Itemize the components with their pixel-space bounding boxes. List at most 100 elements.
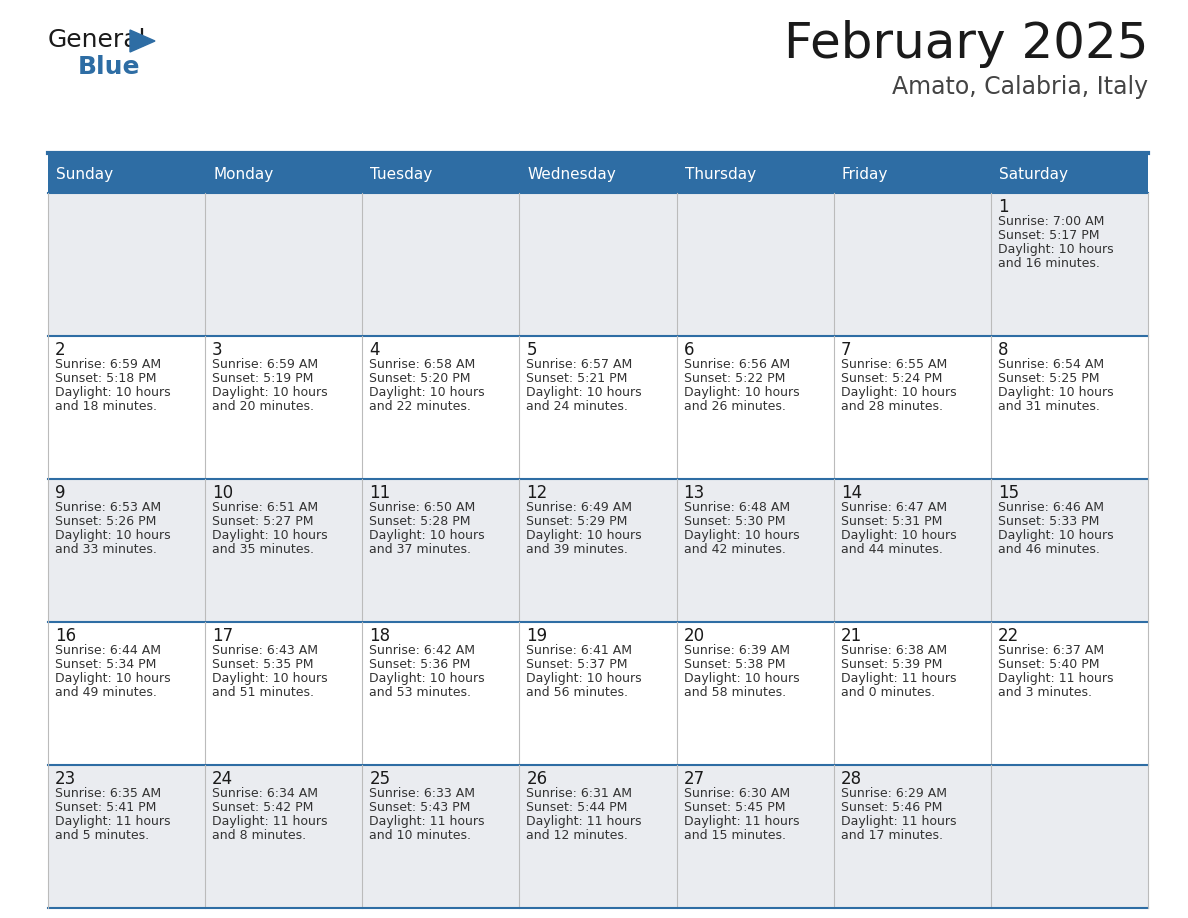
Text: 10: 10 bbox=[213, 484, 233, 502]
Bar bbox=[48, 479, 1148, 622]
Text: Sunrise: 6:49 AM: Sunrise: 6:49 AM bbox=[526, 501, 632, 514]
Text: and 12 minutes.: and 12 minutes. bbox=[526, 829, 628, 842]
Text: 9: 9 bbox=[55, 484, 65, 502]
Text: Wednesday: Wednesday bbox=[527, 166, 617, 182]
Text: 19: 19 bbox=[526, 627, 548, 645]
Text: Daylight: 10 hours: Daylight: 10 hours bbox=[998, 386, 1113, 399]
Text: Daylight: 11 hours: Daylight: 11 hours bbox=[213, 815, 328, 828]
Text: Sunrise: 6:57 AM: Sunrise: 6:57 AM bbox=[526, 358, 633, 371]
Text: and 33 minutes.: and 33 minutes. bbox=[55, 543, 157, 556]
Text: Sunset: 5:25 PM: Sunset: 5:25 PM bbox=[998, 372, 1099, 385]
Text: Sunrise: 6:29 AM: Sunrise: 6:29 AM bbox=[841, 787, 947, 800]
Bar bbox=[48, 765, 1148, 908]
Text: Daylight: 10 hours: Daylight: 10 hours bbox=[841, 529, 956, 542]
Text: 8: 8 bbox=[998, 341, 1009, 359]
Text: and 18 minutes.: and 18 minutes. bbox=[55, 400, 157, 413]
Text: Sunset: 5:20 PM: Sunset: 5:20 PM bbox=[369, 372, 470, 385]
Bar bbox=[48, 193, 1148, 336]
Text: Daylight: 10 hours: Daylight: 10 hours bbox=[369, 386, 485, 399]
Text: 26: 26 bbox=[526, 770, 548, 788]
Text: 17: 17 bbox=[213, 627, 233, 645]
Text: Daylight: 10 hours: Daylight: 10 hours bbox=[683, 529, 800, 542]
Text: and 10 minutes.: and 10 minutes. bbox=[369, 829, 472, 842]
Text: Daylight: 10 hours: Daylight: 10 hours bbox=[55, 386, 171, 399]
Text: and 8 minutes.: and 8 minutes. bbox=[213, 829, 307, 842]
Bar bbox=[48, 622, 1148, 765]
Text: Daylight: 11 hours: Daylight: 11 hours bbox=[841, 815, 956, 828]
Text: Sunrise: 6:48 AM: Sunrise: 6:48 AM bbox=[683, 501, 790, 514]
Text: and 16 minutes.: and 16 minutes. bbox=[998, 257, 1100, 270]
Text: 20: 20 bbox=[683, 627, 704, 645]
Text: Daylight: 11 hours: Daylight: 11 hours bbox=[55, 815, 171, 828]
Text: Sunset: 5:24 PM: Sunset: 5:24 PM bbox=[841, 372, 942, 385]
Text: and 37 minutes.: and 37 minutes. bbox=[369, 543, 472, 556]
Text: Sunrise: 6:33 AM: Sunrise: 6:33 AM bbox=[369, 787, 475, 800]
Text: 5: 5 bbox=[526, 341, 537, 359]
Text: Sunset: 5:36 PM: Sunset: 5:36 PM bbox=[369, 658, 470, 671]
Text: Sunrise: 6:35 AM: Sunrise: 6:35 AM bbox=[55, 787, 162, 800]
Text: 1: 1 bbox=[998, 198, 1009, 216]
Text: Daylight: 11 hours: Daylight: 11 hours bbox=[526, 815, 642, 828]
Text: and 31 minutes.: and 31 minutes. bbox=[998, 400, 1100, 413]
Bar bbox=[48, 336, 1148, 479]
Text: Sunset: 5:17 PM: Sunset: 5:17 PM bbox=[998, 229, 1099, 242]
Text: Sunset: 5:39 PM: Sunset: 5:39 PM bbox=[841, 658, 942, 671]
Text: Thursday: Thursday bbox=[684, 166, 756, 182]
Text: Sunrise: 6:56 AM: Sunrise: 6:56 AM bbox=[683, 358, 790, 371]
Text: 15: 15 bbox=[998, 484, 1019, 502]
Text: 27: 27 bbox=[683, 770, 704, 788]
Text: Sunrise: 6:34 AM: Sunrise: 6:34 AM bbox=[213, 787, 318, 800]
Text: Daylight: 10 hours: Daylight: 10 hours bbox=[526, 672, 642, 685]
Text: 14: 14 bbox=[841, 484, 861, 502]
Text: Sunday: Sunday bbox=[56, 166, 113, 182]
Text: Daylight: 10 hours: Daylight: 10 hours bbox=[369, 529, 485, 542]
Text: Sunrise: 6:54 AM: Sunrise: 6:54 AM bbox=[998, 358, 1104, 371]
Text: Daylight: 11 hours: Daylight: 11 hours bbox=[683, 815, 800, 828]
Text: Sunrise: 6:38 AM: Sunrise: 6:38 AM bbox=[841, 644, 947, 657]
Text: Monday: Monday bbox=[213, 166, 273, 182]
Text: Sunset: 5:38 PM: Sunset: 5:38 PM bbox=[683, 658, 785, 671]
Text: Sunrise: 6:51 AM: Sunrise: 6:51 AM bbox=[213, 501, 318, 514]
Text: Daylight: 11 hours: Daylight: 11 hours bbox=[369, 815, 485, 828]
Text: Sunrise: 6:41 AM: Sunrise: 6:41 AM bbox=[526, 644, 632, 657]
Text: Sunrise: 6:39 AM: Sunrise: 6:39 AM bbox=[683, 644, 790, 657]
Text: and 53 minutes.: and 53 minutes. bbox=[369, 686, 472, 699]
Text: and 24 minutes.: and 24 minutes. bbox=[526, 400, 628, 413]
Text: Sunrise: 6:44 AM: Sunrise: 6:44 AM bbox=[55, 644, 162, 657]
Text: Sunset: 5:45 PM: Sunset: 5:45 PM bbox=[683, 801, 785, 814]
Text: Daylight: 10 hours: Daylight: 10 hours bbox=[998, 243, 1113, 256]
Text: Sunset: 5:22 PM: Sunset: 5:22 PM bbox=[683, 372, 785, 385]
Text: and 15 minutes.: and 15 minutes. bbox=[683, 829, 785, 842]
Text: Sunset: 5:43 PM: Sunset: 5:43 PM bbox=[369, 801, 470, 814]
Text: Blue: Blue bbox=[78, 55, 140, 79]
Text: and 0 minutes.: and 0 minutes. bbox=[841, 686, 935, 699]
Text: and 28 minutes.: and 28 minutes. bbox=[841, 400, 943, 413]
Text: 24: 24 bbox=[213, 770, 233, 788]
Text: Daylight: 10 hours: Daylight: 10 hours bbox=[683, 386, 800, 399]
Text: Sunrise: 6:58 AM: Sunrise: 6:58 AM bbox=[369, 358, 475, 371]
Text: and 35 minutes.: and 35 minutes. bbox=[213, 543, 314, 556]
Text: and 39 minutes.: and 39 minutes. bbox=[526, 543, 628, 556]
Text: Sunset: 5:37 PM: Sunset: 5:37 PM bbox=[526, 658, 628, 671]
Text: and 17 minutes.: and 17 minutes. bbox=[841, 829, 943, 842]
Text: and 5 minutes.: and 5 minutes. bbox=[55, 829, 150, 842]
Text: Daylight: 10 hours: Daylight: 10 hours bbox=[213, 672, 328, 685]
Text: Sunrise: 6:47 AM: Sunrise: 6:47 AM bbox=[841, 501, 947, 514]
Text: and 44 minutes.: and 44 minutes. bbox=[841, 543, 942, 556]
Text: Sunrise: 6:59 AM: Sunrise: 6:59 AM bbox=[55, 358, 162, 371]
Text: Daylight: 10 hours: Daylight: 10 hours bbox=[213, 529, 328, 542]
Text: Amato, Calabria, Italy: Amato, Calabria, Italy bbox=[892, 75, 1148, 99]
Text: Sunset: 5:27 PM: Sunset: 5:27 PM bbox=[213, 515, 314, 528]
Text: and 46 minutes.: and 46 minutes. bbox=[998, 543, 1100, 556]
Bar bbox=[48, 155, 1148, 193]
Text: Sunset: 5:31 PM: Sunset: 5:31 PM bbox=[841, 515, 942, 528]
Text: 16: 16 bbox=[55, 627, 76, 645]
Text: Sunset: 5:21 PM: Sunset: 5:21 PM bbox=[526, 372, 627, 385]
Text: Sunset: 5:18 PM: Sunset: 5:18 PM bbox=[55, 372, 157, 385]
Text: Daylight: 10 hours: Daylight: 10 hours bbox=[213, 386, 328, 399]
Text: 11: 11 bbox=[369, 484, 391, 502]
Text: 2: 2 bbox=[55, 341, 65, 359]
Text: Daylight: 10 hours: Daylight: 10 hours bbox=[683, 672, 800, 685]
Text: and 20 minutes.: and 20 minutes. bbox=[213, 400, 314, 413]
Text: Tuesday: Tuesday bbox=[371, 166, 432, 182]
